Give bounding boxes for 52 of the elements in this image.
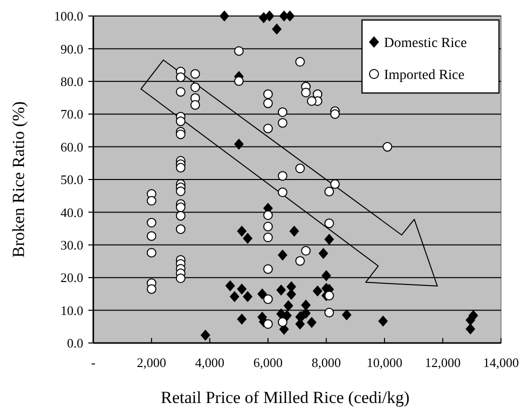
point xyxy=(295,318,305,330)
point xyxy=(200,330,210,340)
point xyxy=(466,324,476,334)
y-tick-label: 70.0 xyxy=(60,106,84,122)
x-tick-label: 6,000 xyxy=(253,355,283,370)
point xyxy=(237,314,247,324)
y-tick-label: 20.0 xyxy=(60,270,84,286)
y-tick-label: 10.0 xyxy=(60,302,84,318)
point xyxy=(264,10,274,22)
x-tick-label: 2,000 xyxy=(136,355,166,370)
point xyxy=(237,284,247,294)
y-tick-label: 60.0 xyxy=(60,139,84,154)
y-tick-label: 100.0 xyxy=(54,8,84,24)
point xyxy=(234,138,244,150)
y-tick-label: 40.0 xyxy=(60,204,84,220)
point xyxy=(220,10,230,22)
y-tick-label: 30.0 xyxy=(60,237,84,252)
point xyxy=(322,270,331,281)
x-tick-label: 14,000 xyxy=(483,355,519,370)
y-tick-label: 0.0 xyxy=(67,336,84,351)
point xyxy=(258,288,267,300)
point xyxy=(284,300,294,312)
point xyxy=(237,226,247,237)
point xyxy=(276,284,286,296)
point xyxy=(342,310,352,320)
point xyxy=(225,280,235,292)
point xyxy=(324,234,334,245)
x-tick-label: 8,000 xyxy=(312,355,341,370)
point xyxy=(318,248,328,259)
x-tick-label: 10,000 xyxy=(366,355,402,370)
x-tick-label: 12,000 xyxy=(424,355,461,370)
point xyxy=(466,314,476,326)
y-axis-title: Broken Rice Ratio (%) xyxy=(9,101,28,258)
y-tick-label: 90.0 xyxy=(60,41,84,56)
y-tick-label: 80.0 xyxy=(60,74,84,89)
point xyxy=(230,291,240,302)
point xyxy=(242,233,252,244)
point xyxy=(378,316,388,326)
point xyxy=(290,226,299,237)
point xyxy=(282,310,292,321)
legend-label: Domestic Rice xyxy=(384,36,467,51)
y-tick-label: 50.0 xyxy=(60,172,84,188)
x-tick-label: 4,000 xyxy=(195,355,224,370)
point xyxy=(278,250,288,260)
point xyxy=(242,291,252,302)
point xyxy=(307,317,316,328)
x-tick-label: - xyxy=(91,355,96,370)
point xyxy=(312,286,322,296)
point xyxy=(301,300,311,310)
x-axis-title: Retail Price of Milled Rice (cedi/kg) xyxy=(160,388,410,407)
point xyxy=(272,24,282,34)
legend-label: Imported Rice xyxy=(384,68,464,83)
